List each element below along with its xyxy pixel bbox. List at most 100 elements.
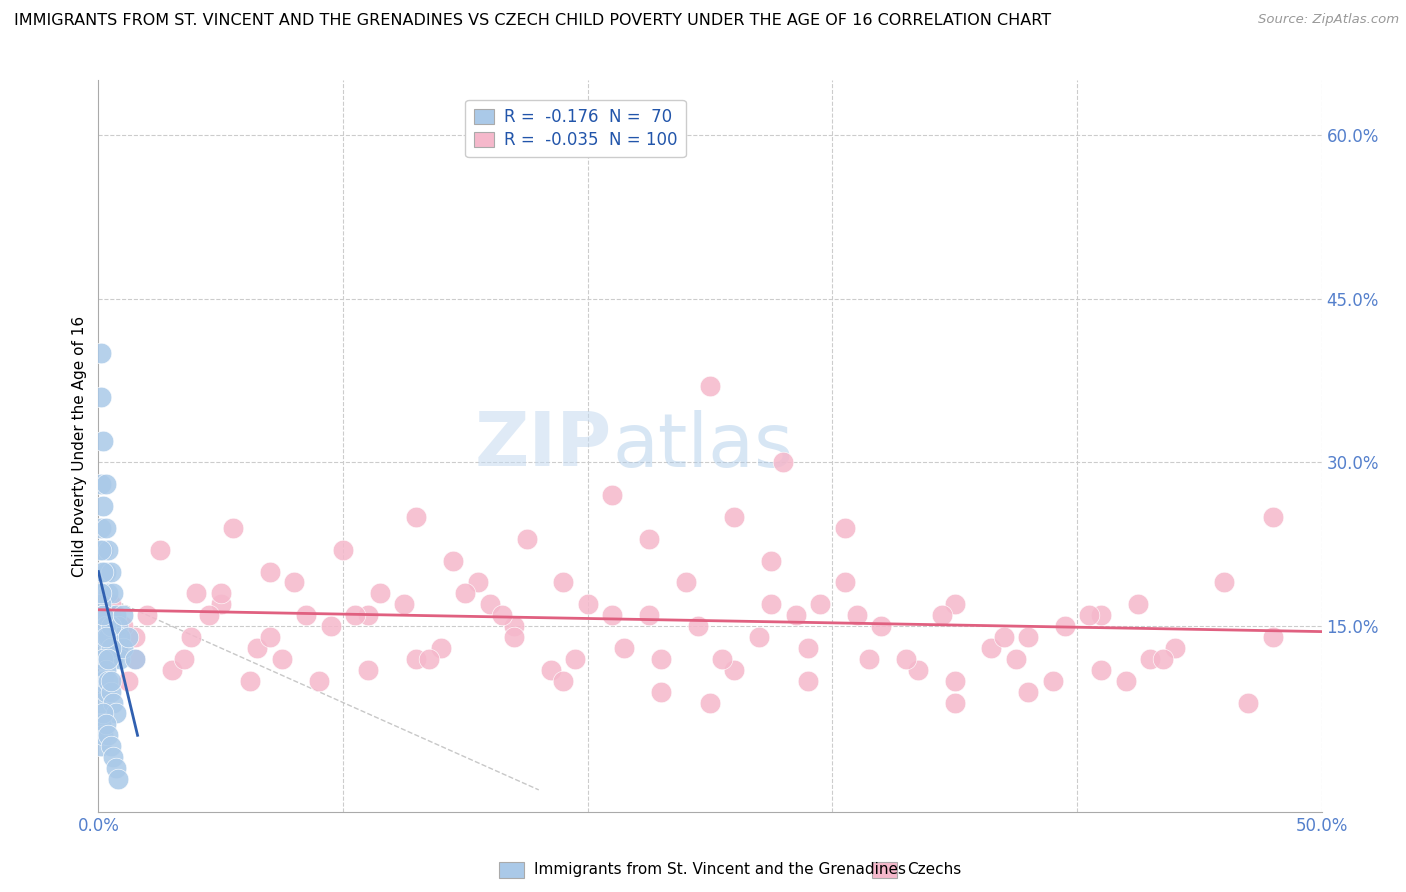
Point xyxy=(124,630,146,644)
Point xyxy=(97,630,120,644)
Point xyxy=(1053,619,1076,633)
Point xyxy=(124,652,146,666)
Point xyxy=(90,346,112,360)
Point xyxy=(503,619,526,633)
Point xyxy=(107,640,129,655)
Point xyxy=(107,640,129,655)
Point xyxy=(785,608,807,623)
Point xyxy=(94,608,117,623)
Point xyxy=(90,390,112,404)
Point xyxy=(111,640,134,655)
Point xyxy=(797,640,820,655)
Point xyxy=(491,608,513,623)
Point xyxy=(870,619,893,633)
Point xyxy=(845,608,868,623)
Point xyxy=(368,586,391,600)
Point xyxy=(94,684,117,698)
Point xyxy=(405,652,427,666)
Point xyxy=(441,554,464,568)
Point xyxy=(797,673,820,688)
Point xyxy=(90,739,112,754)
Point xyxy=(91,608,114,623)
Point xyxy=(748,630,770,644)
Point xyxy=(761,597,783,611)
Text: IMMIGRANTS FROM ST. VINCENT AND THE GRENADINES VS CZECH CHILD POVERTY UNDER THE : IMMIGRANTS FROM ST. VINCENT AND THE GREN… xyxy=(14,13,1052,29)
Legend: R =  -0.176  N =  70, R =  -0.035  N = 100: R = -0.176 N = 70, R = -0.035 N = 100 xyxy=(465,100,686,157)
Point xyxy=(107,772,129,786)
Point xyxy=(91,630,114,644)
Point xyxy=(503,630,526,644)
Point xyxy=(943,597,966,611)
Point xyxy=(259,630,281,644)
Point xyxy=(332,542,354,557)
Point xyxy=(107,619,129,633)
Point xyxy=(943,673,966,688)
Point xyxy=(907,663,929,677)
Point xyxy=(894,652,917,666)
Point xyxy=(94,619,117,633)
Point xyxy=(540,663,562,677)
Point xyxy=(91,652,114,666)
Point xyxy=(117,630,139,644)
Point xyxy=(650,684,672,698)
Point xyxy=(90,542,112,557)
Point xyxy=(91,565,114,579)
Point xyxy=(1261,630,1284,644)
Point xyxy=(834,521,856,535)
Point xyxy=(1004,652,1026,666)
Point xyxy=(90,673,112,688)
Point xyxy=(834,575,856,590)
Point xyxy=(101,750,124,764)
Point xyxy=(94,521,117,535)
Point xyxy=(91,630,114,644)
Point xyxy=(761,554,783,568)
Point xyxy=(613,640,636,655)
Text: Immigrants from St. Vincent and the Grenadines: Immigrants from St. Vincent and the Gren… xyxy=(534,863,907,877)
Point xyxy=(100,652,122,666)
Point xyxy=(858,652,880,666)
Point xyxy=(97,586,120,600)
Point xyxy=(711,652,734,666)
Point xyxy=(90,717,112,731)
Point xyxy=(90,565,112,579)
Point xyxy=(104,630,127,644)
Point xyxy=(94,640,117,655)
Point xyxy=(91,586,114,600)
Point xyxy=(600,608,623,623)
Point xyxy=(124,652,146,666)
Point xyxy=(454,586,477,600)
Point xyxy=(100,673,122,688)
Point xyxy=(222,521,245,535)
Point xyxy=(209,586,232,600)
Point xyxy=(553,575,575,590)
Point xyxy=(90,597,112,611)
Point xyxy=(90,619,112,633)
Point xyxy=(1017,684,1039,698)
Point xyxy=(319,619,342,633)
Point xyxy=(576,597,599,611)
Point xyxy=(104,761,127,775)
Point xyxy=(1237,696,1260,710)
Point xyxy=(97,652,120,666)
Point xyxy=(675,575,697,590)
Point xyxy=(723,663,745,677)
Point xyxy=(430,640,453,655)
Point xyxy=(101,586,124,600)
Point xyxy=(91,728,114,742)
Text: ZIP: ZIP xyxy=(475,409,612,483)
Y-axis label: Child Poverty Under the Age of 16: Child Poverty Under the Age of 16 xyxy=(72,316,87,576)
Point xyxy=(405,510,427,524)
Point xyxy=(94,630,117,644)
Text: atlas: atlas xyxy=(612,409,793,483)
Point xyxy=(111,608,134,623)
Point xyxy=(344,608,367,623)
Point xyxy=(90,586,112,600)
Point xyxy=(97,728,120,742)
Point xyxy=(97,673,120,688)
Point xyxy=(100,640,122,655)
Point xyxy=(100,565,122,579)
Point xyxy=(686,619,709,633)
Point xyxy=(160,663,183,677)
Point xyxy=(117,673,139,688)
Point xyxy=(993,630,1015,644)
